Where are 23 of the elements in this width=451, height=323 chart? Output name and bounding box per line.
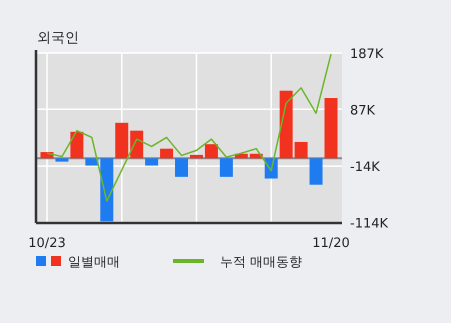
bar: [175, 158, 188, 177]
bar: [190, 154, 203, 158]
x-tick-label: 10/23: [28, 236, 66, 251]
bar: [160, 148, 174, 158]
bar: [294, 142, 308, 158]
bar: [70, 132, 84, 158]
bar: [100, 158, 114, 222]
bar: [220, 158, 233, 177]
y-tick-label: -114K: [350, 216, 389, 232]
y-tick-label: 187K: [350, 47, 384, 62]
bar: [310, 158, 323, 185]
bar: [204, 144, 218, 158]
y-tick-label: 87K: [350, 103, 376, 118]
bar: [115, 122, 128, 158]
y-tick-label: -14K: [350, 160, 380, 176]
legend-label: 일별매매: [68, 255, 120, 270]
bar: [280, 90, 293, 158]
bar: [145, 158, 158, 166]
chart-title: 외국인: [37, 30, 79, 46]
x-tick-label: 11/20: [312, 236, 350, 251]
bar: [324, 98, 338, 158]
bar: [130, 130, 144, 158]
legend-label: 누적 매매동향: [220, 255, 302, 270]
